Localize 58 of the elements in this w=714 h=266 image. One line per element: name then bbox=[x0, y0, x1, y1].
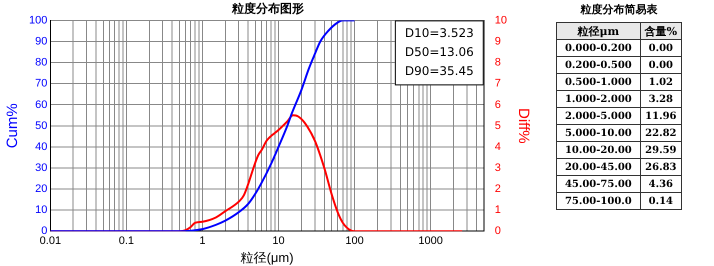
text: 1.02 bbox=[648, 76, 674, 88]
y-tick-label: 60 bbox=[35, 98, 48, 111]
x-tick-label: 100 bbox=[345, 234, 364, 247]
text: 粒径μm bbox=[556, 22, 640, 40]
y-tick-label: 80 bbox=[35, 56, 48, 69]
y-tick-label: 50 bbox=[35, 120, 48, 132]
y2-tick-label: 9 bbox=[494, 36, 501, 48]
annotation: D10=3.523 bbox=[404, 26, 474, 40]
chart-title: 粒度分布图形 bbox=[231, 2, 304, 16]
y-axis-title: Cum% bbox=[4, 103, 22, 148]
y-tick-label: 0 bbox=[41, 225, 48, 238]
x-tick-label: 0.01 bbox=[40, 234, 62, 247]
text: 22.82 bbox=[645, 128, 676, 138]
y-tick-label: 70 bbox=[35, 78, 48, 90]
text: 29.59 bbox=[645, 144, 676, 156]
category-label: 2.000-5.000 bbox=[556, 108, 640, 124]
x-tick-label: 1 bbox=[199, 234, 206, 247]
category-label: 1.000-2.000 bbox=[556, 90, 640, 108]
x-tick-label: 0.1 bbox=[118, 234, 134, 247]
text: 0.00 bbox=[648, 42, 674, 54]
annotation: D50=13.06 bbox=[404, 45, 474, 60]
y-tick-label: 90 bbox=[35, 36, 48, 48]
y2-tick-label: 0 bbox=[494, 225, 501, 238]
y-tick-label: 100 bbox=[28, 14, 48, 26]
y2-axis-title: Diff% bbox=[514, 108, 532, 144]
category-label: 0.000-0.200 bbox=[556, 40, 640, 56]
y-tick-label: 20 bbox=[35, 183, 48, 196]
text: 3.28 bbox=[648, 94, 674, 104]
y2-tick-label: 3 bbox=[494, 162, 501, 174]
text: 0.14 bbox=[648, 196, 674, 206]
y-tick-label: 40 bbox=[35, 140, 48, 153]
category-label: 5.000-10.00 bbox=[556, 124, 640, 142]
y2-tick-label: 10 bbox=[494, 14, 508, 26]
text: 含量% bbox=[640, 22, 682, 40]
y-tick-label: 30 bbox=[35, 162, 48, 174]
category-label: 10.00-20.00 bbox=[556, 142, 640, 158]
x-tick-label: 10 bbox=[272, 234, 285, 247]
y2-tick-label: 6 bbox=[494, 98, 501, 111]
category-label: 20.00-45.00 bbox=[556, 158, 640, 176]
category-label: 45.00-75.00 bbox=[556, 176, 640, 192]
y-tick-label: 10 bbox=[35, 204, 48, 216]
x-axis-title: 粒径(μm) bbox=[240, 250, 294, 265]
category-label: 0.500-1.000 bbox=[556, 74, 640, 90]
x-tick-label: 1000 bbox=[418, 234, 443, 247]
y2-tick-label: 2 bbox=[494, 183, 501, 196]
category-label: 75.00-100.0 bbox=[556, 192, 640, 210]
category-label: 0.200-0.500 bbox=[556, 56, 640, 74]
text: 0.00 bbox=[648, 60, 674, 70]
y2-tick-label: 1 bbox=[494, 204, 501, 216]
text: 26.83 bbox=[645, 162, 676, 172]
text: 粒度分布简易表 bbox=[579, 2, 658, 17]
text: 4.36 bbox=[648, 178, 674, 190]
y2-tick-label: 5 bbox=[494, 120, 501, 132]
text: 11.96 bbox=[645, 110, 676, 122]
y2-tick-label: 8 bbox=[494, 56, 501, 69]
y2-tick-label: 4 bbox=[494, 140, 501, 153]
annotation: D90=35.45 bbox=[404, 64, 474, 78]
y2-tick-label: 7 bbox=[494, 78, 501, 90]
